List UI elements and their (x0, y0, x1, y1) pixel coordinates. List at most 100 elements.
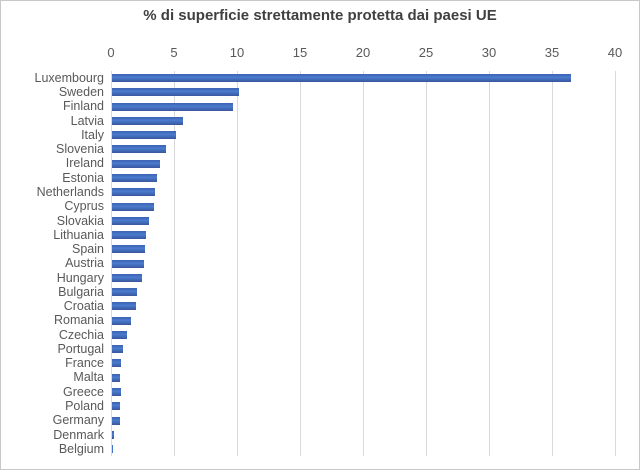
bar-row (112, 256, 615, 270)
bar-row (112, 85, 615, 99)
bar-row (112, 356, 615, 370)
bar (112, 259, 144, 268)
category-label: Latvia (70, 113, 104, 128)
gridline (615, 71, 616, 456)
category-label: Slovakia (56, 213, 104, 228)
bar-row (112, 228, 615, 242)
bar (112, 216, 149, 225)
bar (112, 173, 158, 182)
x-tick-label: 35 (544, 45, 560, 60)
x-tick-label: 15 (292, 45, 308, 60)
x-tick-label: 20 (355, 45, 371, 60)
bar-row (112, 185, 615, 199)
chart-title: % di superficie strettamente protetta da… (143, 7, 497, 24)
x-tick-label: 25 (418, 45, 434, 60)
gridline (174, 71, 175, 456)
bar (112, 430, 114, 439)
category-label: Lithuania (53, 227, 104, 242)
gridline (237, 71, 238, 456)
bars-layer (112, 71, 615, 456)
bar (112, 74, 571, 83)
gridline (363, 71, 364, 456)
category-label: Hungary (56, 270, 104, 285)
bar-row (112, 71, 615, 85)
gridline (300, 71, 301, 456)
category-label: Sweden (58, 85, 104, 100)
category-label: Austria (65, 256, 104, 271)
bar (112, 102, 233, 111)
bar-row (112, 157, 615, 171)
bar (112, 373, 121, 382)
category-label: Denmark (53, 427, 104, 442)
gridline (111, 71, 112, 456)
x-tick-label: 30 (481, 45, 497, 60)
bar-row (112, 214, 615, 228)
bar-row (112, 442, 615, 456)
bar-row (112, 285, 615, 299)
category-label: Poland (65, 398, 104, 413)
bar (112, 288, 137, 297)
bar (112, 159, 160, 168)
bar-row (112, 100, 615, 114)
category-label: Slovenia (56, 142, 104, 157)
category-label: Malta (73, 370, 104, 385)
bar (112, 316, 131, 325)
bar (112, 145, 167, 154)
bar-row (112, 399, 615, 413)
bar-row (112, 328, 615, 342)
bar (112, 231, 147, 240)
gridline (552, 71, 553, 456)
plot-area (111, 71, 616, 456)
bar-row (112, 314, 615, 328)
category-label: Luxembourg (34, 70, 105, 85)
category-label: Ireland (65, 156, 104, 171)
category-label: Italy (81, 127, 104, 142)
bar (112, 402, 120, 411)
category-label: Croatia (63, 299, 104, 314)
bar (112, 345, 124, 354)
category-label: Portugal (57, 341, 104, 356)
bar-row (112, 171, 615, 185)
bar-row (112, 128, 615, 142)
bar (112, 359, 121, 368)
bar (112, 245, 145, 254)
category-label: France (65, 356, 104, 371)
gridline (426, 71, 427, 456)
bar-row (112, 114, 615, 128)
category-label: Greece (63, 384, 104, 399)
bar (112, 188, 155, 197)
category-label: Bulgaria (58, 284, 104, 299)
bar (112, 131, 177, 140)
x-tick-label: 10 (229, 45, 245, 60)
x-tick-label: 0 (107, 45, 115, 60)
category-labels: Luxembourg Sweden Finland Latvia Italy Sloven… (1, 70, 105, 456)
x-tick-label: 40 (607, 45, 623, 60)
category-label: Estonia (62, 170, 104, 185)
bar-row (112, 371, 615, 385)
category-label: Czechia (58, 327, 104, 342)
bar-row (112, 342, 615, 356)
category-label: Netherlands (36, 185, 104, 199)
bar (112, 302, 136, 311)
bar (112, 116, 183, 125)
category-label: Cyprus (64, 199, 104, 214)
bar-row (112, 242, 615, 256)
bar-row (112, 271, 615, 285)
bar (112, 88, 240, 97)
category-label: Belgium (58, 441, 104, 456)
category-label: Finland (63, 99, 104, 114)
bar (112, 387, 121, 396)
bar-row (112, 413, 615, 427)
bar-row (112, 299, 615, 313)
bar-row (112, 199, 615, 213)
bar (112, 330, 128, 339)
bar-row (112, 385, 615, 399)
gridline (489, 71, 490, 456)
bar (112, 416, 120, 425)
bar-row (112, 142, 615, 156)
category-label: Romania (53, 313, 104, 328)
bar (112, 202, 154, 211)
category-label: Spain (72, 242, 104, 257)
x-tick-label: 5 (170, 45, 178, 60)
